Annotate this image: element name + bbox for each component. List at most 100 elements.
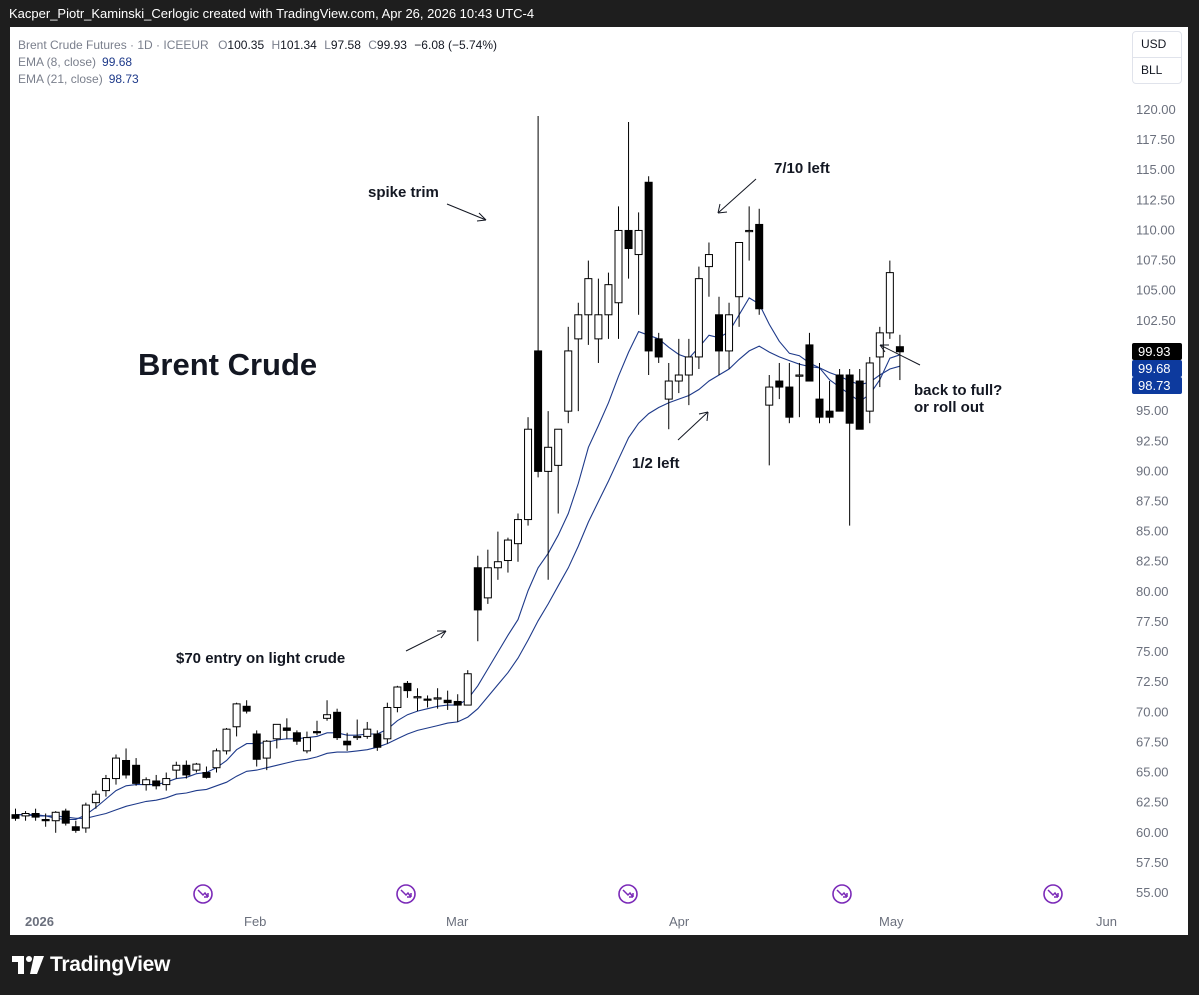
event-marker-icon[interactable]: [193, 884, 213, 904]
candle[interactable]: [865, 356, 874, 424]
candle[interactable]: [152, 774, 161, 790]
candle[interactable]: [262, 740, 271, 771]
candle[interactable]: [192, 762, 201, 773]
candle[interactable]: [694, 266, 703, 369]
candle[interactable]: [503, 537, 512, 573]
candle[interactable]: [704, 242, 713, 297]
candle[interactable]: [81, 802, 90, 833]
candle[interactable]: [785, 362, 794, 424]
candle[interactable]: [544, 411, 553, 580]
candle[interactable]: [524, 417, 533, 526]
candle[interactable]: [815, 362, 824, 424]
candle[interactable]: [122, 748, 131, 779]
candle[interactable]: [232, 702, 241, 737]
candle[interactable]: [805, 332, 814, 382]
candle[interactable]: [684, 338, 693, 406]
candle[interactable]: [383, 702, 392, 744]
candle[interactable]: [574, 302, 583, 412]
candle[interactable]: [473, 555, 482, 642]
candle[interactable]: [61, 808, 70, 826]
currency-unit-box[interactable]: USD BLL: [1132, 31, 1182, 84]
candle[interactable]: [313, 720, 321, 736]
candle[interactable]: [624, 122, 633, 279]
candle[interactable]: [715, 296, 723, 376]
candle[interactable]: [664, 362, 673, 430]
candle[interactable]: [222, 727, 231, 755]
candle[interactable]: [182, 760, 191, 779]
candle[interactable]: [272, 723, 281, 749]
candle[interactable]: [674, 338, 683, 394]
candle[interactable]: [554, 428, 563, 514]
candle[interactable]: [895, 334, 904, 381]
footer-brand[interactable]: TradingView: [12, 950, 170, 980]
candle[interactable]: [745, 206, 754, 261]
chart-panel[interactable]: 120.00 117.50 115.00 112.50 110.00 107.50 105.…: [10, 27, 1188, 935]
candle[interactable]: [795, 362, 804, 418]
candle[interactable]: [343, 732, 352, 751]
candle[interactable]: [433, 688, 442, 709]
event-marker-icon[interactable]: [618, 884, 638, 904]
candle[interactable]: [775, 362, 784, 400]
candle[interactable]: [373, 730, 382, 751]
candle[interactable]: [644, 176, 653, 376]
candle[interactable]: [41, 813, 50, 827]
chart-svg[interactable]: 120.00 117.50 115.00 112.50 110.00 107.50 105.…: [10, 27, 1188, 935]
candle[interactable]: [202, 766, 211, 779]
candle[interactable]: [413, 688, 422, 712]
candle[interactable]: [835, 368, 844, 412]
candle[interactable]: [564, 326, 573, 424]
currency-label[interactable]: USD: [1141, 37, 1167, 51]
candle[interactable]: [755, 208, 764, 315]
candle[interactable]: [875, 326, 884, 388]
candle[interactable]: [172, 761, 181, 779]
candle[interactable]: [403, 680, 412, 698]
candle[interactable]: [71, 820, 80, 833]
candle[interactable]: [604, 272, 613, 339]
candle[interactable]: [825, 381, 834, 424]
candle[interactable]: [584, 260, 593, 345]
candle[interactable]: [765, 375, 774, 466]
event-marker-icon[interactable]: [1043, 884, 1063, 904]
candle[interactable]: [363, 721, 372, 739]
candle[interactable]: [51, 811, 60, 833]
candle[interactable]: [21, 811, 30, 821]
candle[interactable]: [654, 332, 663, 363]
candle[interactable]: [725, 302, 734, 369]
candle[interactable]: [292, 730, 301, 745]
candle[interactable]: [855, 368, 864, 430]
candle[interactable]: [101, 774, 110, 797]
candle[interactable]: [845, 368, 854, 526]
candle[interactable]: [282, 718, 291, 739]
candle[interactable]: [885, 260, 894, 339]
candle[interactable]: [31, 808, 40, 821]
candle[interactable]: [514, 513, 522, 562]
candle[interactable]: [212, 748, 221, 773]
candle[interactable]: [463, 670, 472, 706]
candle[interactable]: [443, 690, 452, 710]
candle[interactable]: [594, 278, 603, 363]
event-marker-icon[interactable]: [832, 884, 852, 904]
candle[interactable]: [353, 719, 362, 741]
candle[interactable]: [614, 206, 623, 339]
candle[interactable]: [162, 772, 171, 791]
candle[interactable]: [534, 116, 543, 478]
candle[interactable]: [634, 212, 643, 315]
candle[interactable]: [302, 731, 311, 754]
candle[interactable]: [735, 242, 744, 327]
candle[interactable]: [333, 708, 342, 741]
candle[interactable]: [323, 700, 332, 721]
candle[interactable]: [493, 531, 502, 580]
candle[interactable]: [142, 777, 151, 791]
unit-label[interactable]: BLL: [1141, 63, 1163, 77]
candle[interactable]: [423, 695, 432, 708]
event-marker-icon[interactable]: [396, 884, 416, 904]
candle[interactable]: [242, 700, 251, 714]
candle[interactable]: [252, 730, 261, 767]
candle[interactable]: [453, 694, 462, 722]
candle[interactable]: [91, 790, 100, 809]
candle[interactable]: [483, 549, 492, 604]
candle[interactable]: [112, 754, 120, 785]
candle[interactable]: [11, 808, 20, 821]
candle[interactable]: [393, 685, 402, 713]
candle[interactable]: [132, 758, 141, 786]
